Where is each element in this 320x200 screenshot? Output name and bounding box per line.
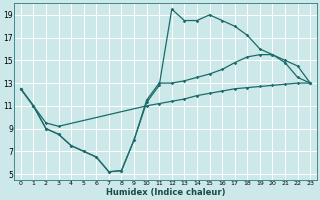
X-axis label: Humidex (Indice chaleur): Humidex (Indice chaleur) xyxy=(106,188,225,197)
